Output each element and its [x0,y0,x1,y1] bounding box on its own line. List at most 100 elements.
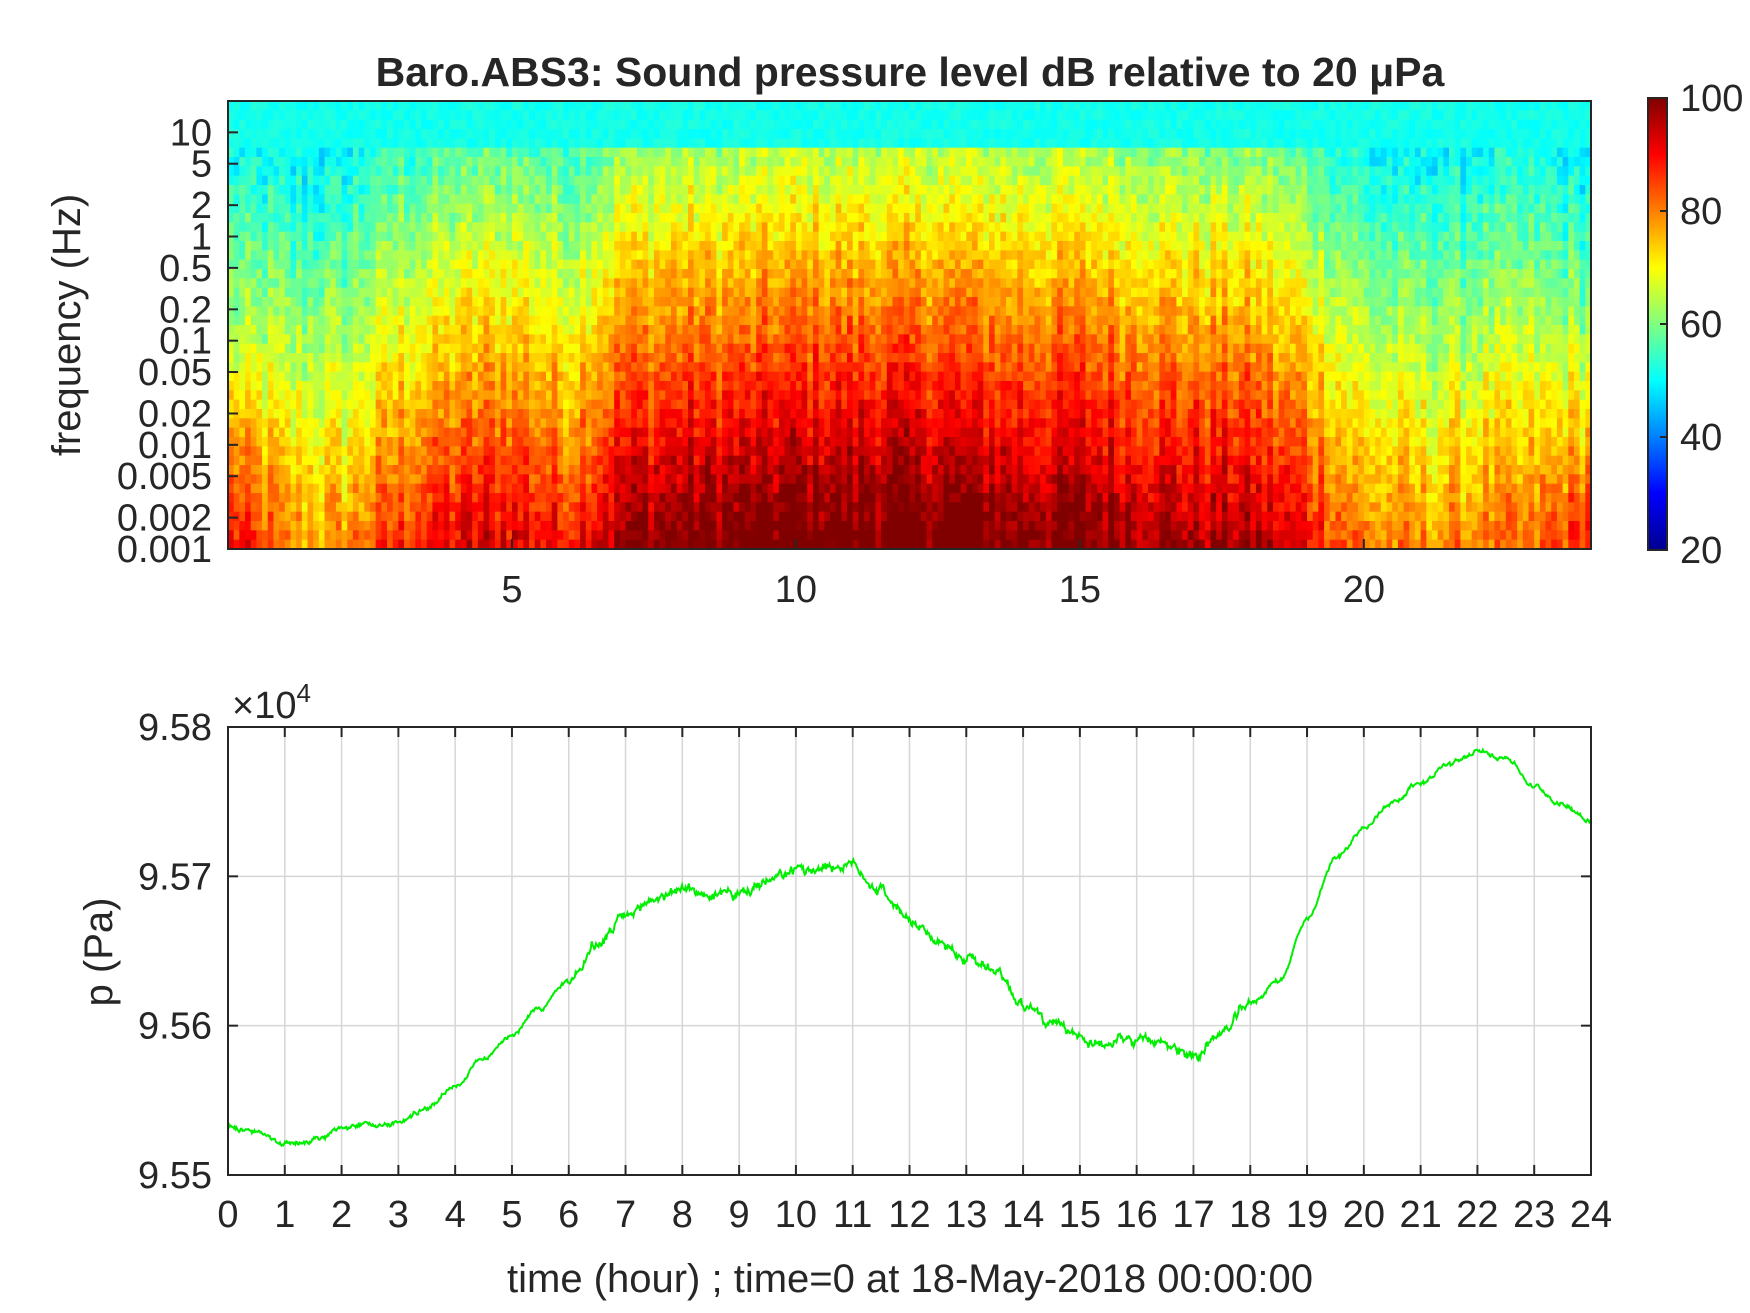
spectrogram-cell [409,390,417,401]
spectrogram-cell [608,371,615,382]
spectrogram-cell [676,493,683,503]
spectrogram-cell [387,418,394,429]
spectrogram-cell [483,278,490,289]
spectrogram-cell [744,381,752,391]
spectrogram-cell [347,381,354,391]
spectrogram-cell [631,474,638,485]
spectrogram-cell [750,409,757,419]
spectrogram-cell [557,194,564,205]
spectrogram-cell [421,119,428,130]
spectrogram-cell [727,119,735,130]
spectrogram-cell [421,306,428,317]
spectrogram-cell [699,203,706,214]
spectrogram-cell [506,222,513,233]
spectrogram-cell [682,147,689,158]
spectrogram-cell [409,381,417,391]
spectrogram-cell [250,250,257,261]
spectrogram-cell [699,474,706,485]
spectrogram-cell [352,269,360,279]
spectrogram-cell [392,138,399,149]
spectrogram-cell [404,203,411,214]
spectrogram-cell [636,250,644,261]
spectrogram-cell [653,465,661,475]
spectrogram-cell [307,390,314,401]
spectrogram-cell [324,250,331,261]
spectrogram-cell [415,399,422,410]
spectrogram-cell [307,483,314,494]
spectrogram-cell [290,409,297,419]
spectrogram-cell [733,203,740,214]
spectrogram-cell [534,278,541,289]
spectrogram-cell [233,269,240,279]
spectrogram-cell [290,147,297,158]
spectrogram-cell [273,343,280,354]
spectrogram-cell [642,315,649,326]
spectrogram-cell [364,101,371,111]
spectrogram-cell [290,371,297,382]
spectrogram-cell [517,287,524,298]
spectrogram-cell [551,474,558,485]
spectrogram-cell [449,493,456,503]
spectrogram-cell [313,381,320,391]
spectrogram-cell [233,521,240,531]
spectrogram-cell [767,297,774,307]
spectrogram-cell [387,287,394,298]
spectrogram-cell [358,474,365,485]
spectrogram-cell [438,269,445,279]
spectrogram-cell [409,511,417,522]
spectrogram-cell [716,241,723,251]
spectrogram-cell [472,427,479,438]
spectrogram-cell [557,483,564,494]
spectrogram-cell [614,306,621,317]
spectrogram-cell [443,129,451,139]
spectrogram-cell [597,362,604,373]
spectrogram-cell [421,175,428,186]
spectrogram-cell [256,474,263,485]
spectrogram-cell [511,511,519,522]
spectrogram-cell [631,418,638,429]
spectrogram-cell [256,465,263,475]
spectrogram-cell [591,101,598,111]
spectrogram-cell [602,129,610,139]
spectrogram-cell [750,483,757,494]
spectrogram-cell [494,110,502,121]
spectrogram-cell [534,166,541,177]
spectrogram-cell [500,231,507,242]
spectrogram-cell [301,231,309,242]
spectrogram-cell [722,259,729,270]
spectrogram-cell [352,203,360,214]
spectrogram-cell [239,110,246,121]
spectrogram-cell [517,278,524,289]
spectrogram-cell [267,530,275,541]
spectrogram-cell [568,297,576,307]
spectrogram-cell [767,185,774,195]
spectrogram-cell [756,222,763,233]
spectrogram-cell [580,138,587,149]
spectrogram-cell [511,147,519,158]
spectrogram-cell [347,259,354,270]
spectrogram-cell [653,381,661,391]
spectrogram-cell [807,129,814,139]
spectrogram-cell [460,175,468,186]
spectrogram-cell [307,175,314,186]
spectrogram-cell [421,502,428,513]
spectrogram-cell [551,418,558,429]
spectrogram-cell [733,222,740,233]
spectrogram-cell [426,362,434,373]
spectrogram-cell [398,278,405,289]
spectrogram-cell [239,521,246,531]
spectrogram-cell [580,231,587,242]
spectrogram-cell [432,427,439,438]
spectrogram-cell [807,287,814,298]
spectrogram-cell [301,399,309,410]
spectrogram-cell [483,203,490,214]
spectrogram-cell [511,539,519,550]
spectrogram-cell [642,231,649,242]
spectrogram-cell [455,185,462,195]
spectrogram-cell [250,231,257,242]
spectrogram-cell [483,381,490,391]
spectrogram-cell [387,278,394,289]
spectrogram-cell [705,129,712,139]
spectrogram-cell [733,166,740,177]
spectrogram-cell [739,269,746,279]
